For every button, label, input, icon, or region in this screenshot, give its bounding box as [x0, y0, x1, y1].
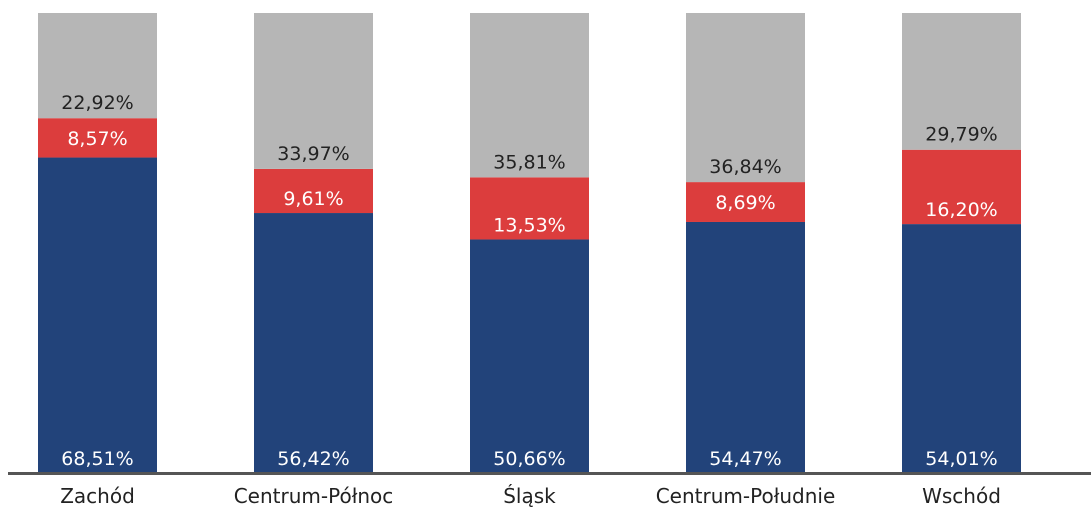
value-label-wschod-s2: 16,20%: [925, 199, 997, 221]
bar-segment-zachod-s2: [38, 118, 157, 158]
category-label-slask: Śląsk: [503, 484, 556, 507]
value-label-centrum-polnoc-s2: 9,61%: [283, 188, 343, 210]
bar-segment-slask-s2: [470, 177, 589, 240]
value-label-zachod-s2: 8,57%: [67, 128, 127, 150]
value-label-centrum-poludnie-s2: 8,69%: [715, 192, 775, 214]
bars-layer: [38, 13, 1021, 472]
bar-segment-centrum-poludnie-s2: [686, 182, 805, 222]
value-label-centrum-poludnie-s1: 54,47%: [709, 448, 781, 470]
value-label-wschod-s3: 29,79%: [925, 124, 997, 146]
value-label-zachod-s1: 68,51%: [61, 448, 133, 470]
value-label-slask-s3: 35,81%: [493, 151, 565, 173]
value-label-centrum-poludnie-s3: 36,84%: [709, 156, 781, 178]
bar-segment-centrum-poludnie-s3: [686, 13, 805, 183]
category-label-centrum-polnoc: Centrum-Północ: [234, 484, 394, 507]
value-label-centrum-polnoc-s3: 33,97%: [277, 143, 349, 165]
bar-segment-slask-s3: [470, 13, 589, 178]
value-label-slask-s2: 13,53%: [493, 214, 565, 236]
value-label-centrum-polnoc-s1: 56,42%: [277, 448, 349, 470]
bar-segment-centrum-poludnie-s1: [686, 221, 805, 472]
bar-segment-wschod-s2: [902, 149, 1021, 225]
segment-labels-layer: 68,51% 8,57% 22,92% 56,42% 9,61% 33,97% 50,66%…: [61, 92, 997, 470]
category-label-wschod: Wschód: [922, 484, 1001, 507]
category-label-zachod: Zachód: [60, 484, 135, 507]
bar-segment-centrum-polnoc-s1: [254, 213, 373, 472]
bar-segment-wschod-s3: [902, 13, 1021, 150]
value-label-slask-s1: 50,66%: [493, 448, 565, 470]
value-label-zachod-s3: 22,92%: [61, 92, 133, 114]
bar-segment-centrum-polnoc-s2: [254, 168, 373, 214]
bar-segment-zachod-s3: [38, 13, 157, 119]
bar-segment-centrum-polnoc-s3: [254, 13, 373, 169]
bar-segment-slask-s1: [470, 239, 589, 472]
value-label-wschod-s1: 54,01%: [925, 448, 997, 470]
category-label-centrum-poludnie: Centrum-Południe: [656, 484, 836, 507]
bar-segment-zachod-s1: [38, 157, 157, 472]
bar-segment-wschod-s1: [902, 224, 1021, 472]
category-labels-layer: Zachód Centrum-Północ Śląsk Centrum-Południ…: [60, 484, 1001, 507]
